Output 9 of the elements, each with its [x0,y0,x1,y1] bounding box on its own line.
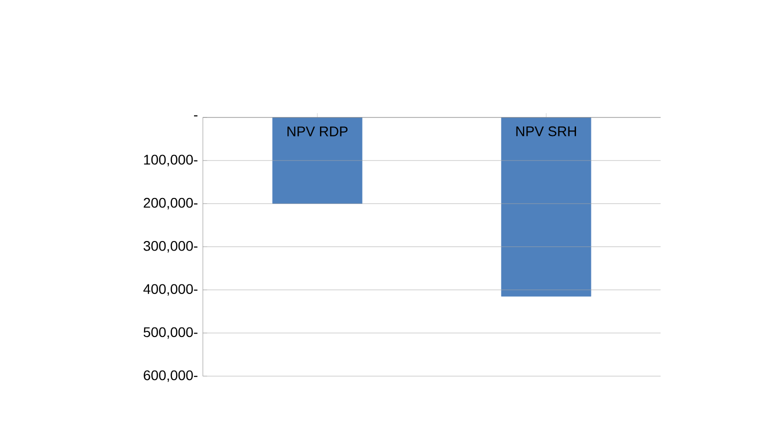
x-tick-label: NPV RDP [288,126,348,136]
y-tick-label: 300,000- [144,241,198,253]
y-tick-label: 200,000- [144,198,198,210]
x-tick-label: NPV SRH [516,126,576,136]
y-tick-label: 400,000- [143,284,198,296]
y-tick-label: - [194,115,198,116]
y-tick-label: 500,000- [144,327,198,339]
y-tick-label: 600,000- [144,370,198,382]
y-tick-label: 100,000- [144,154,198,166]
